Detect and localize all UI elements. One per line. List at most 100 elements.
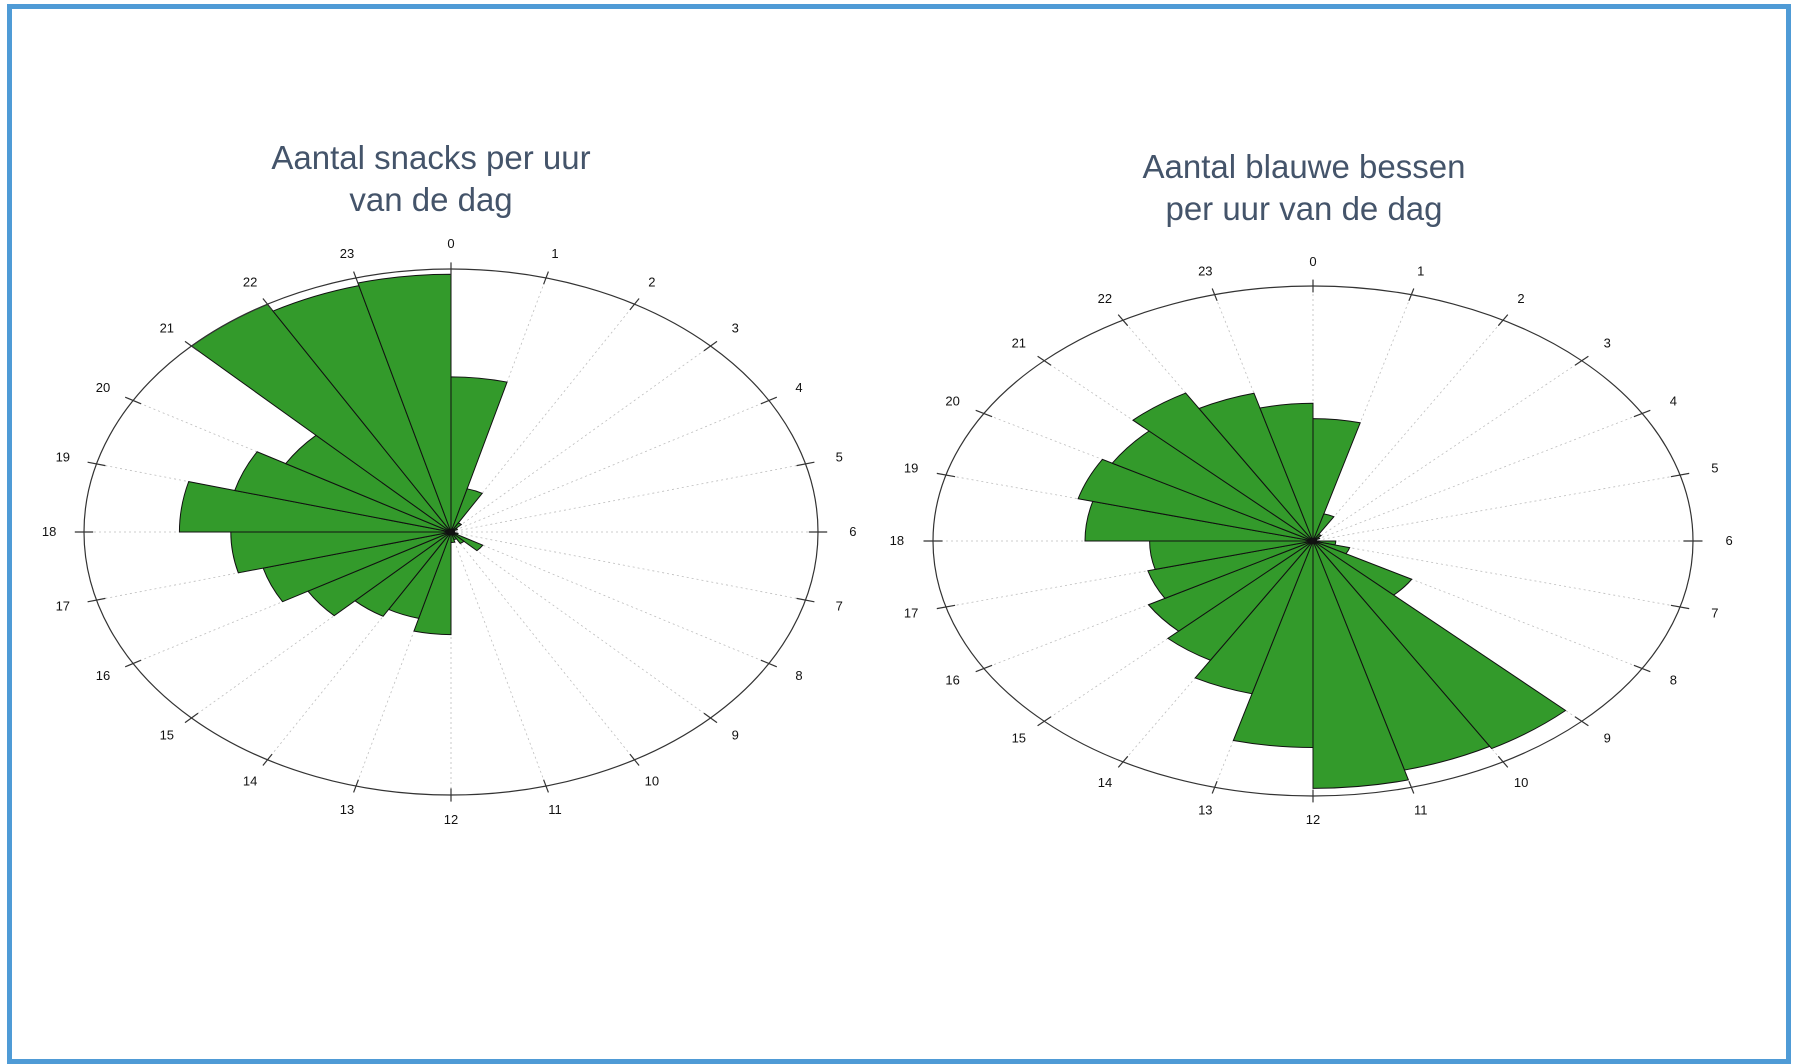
chart-title-snacks: Aantal snacks per uur van de dag bbox=[271, 139, 591, 218]
hour-label-4: 4 bbox=[795, 380, 802, 395]
hour-tick bbox=[1037, 716, 1052, 727]
grid-spoke bbox=[1312, 294, 1412, 542]
hour-label-5: 5 bbox=[1711, 461, 1718, 476]
hour-label-5: 5 bbox=[836, 450, 843, 465]
hour-tick bbox=[262, 753, 273, 766]
hour-tick bbox=[1211, 288, 1218, 302]
hour-tick bbox=[184, 712, 199, 724]
grid-spoke bbox=[450, 400, 769, 533]
hour-label-14: 14 bbox=[1098, 775, 1112, 790]
grid-spoke bbox=[450, 345, 711, 533]
hour-label-18: 18 bbox=[890, 533, 904, 548]
hour-label-2: 2 bbox=[648, 275, 655, 290]
hour-label-21: 21 bbox=[1012, 336, 1026, 351]
rose-bar-hour-9 bbox=[1312, 540, 1567, 750]
hour-label-2: 2 bbox=[1517, 291, 1524, 306]
hour-tick bbox=[1117, 755, 1129, 768]
center-point bbox=[1310, 538, 1316, 544]
hour-tick bbox=[353, 271, 359, 285]
hour-label-3: 3 bbox=[732, 320, 739, 335]
hour-tick bbox=[629, 298, 640, 311]
hour-label-6: 6 bbox=[849, 524, 856, 539]
hour-label-8: 8 bbox=[1670, 673, 1677, 688]
hour-tick bbox=[1037, 355, 1052, 366]
hour-tick bbox=[760, 396, 778, 405]
hour-label-3: 3 bbox=[1604, 336, 1611, 351]
hour-label-9: 9 bbox=[732, 728, 739, 743]
rose-bar-hour-19 bbox=[1077, 458, 1314, 542]
grid-spoke bbox=[945, 540, 1314, 608]
grid-spoke bbox=[1312, 360, 1582, 542]
hour-label-23: 23 bbox=[340, 246, 354, 261]
hour-label-12: 12 bbox=[1306, 812, 1320, 827]
grid-spoke bbox=[1312, 540, 1643, 669]
hour-tick bbox=[1670, 604, 1690, 610]
hour-label-20: 20 bbox=[945, 393, 959, 408]
hour-tick bbox=[975, 664, 993, 673]
rose-bar-hour-21 bbox=[1132, 392, 1314, 542]
hour-label-7: 7 bbox=[1711, 605, 1718, 620]
hour-tick bbox=[703, 340, 718, 352]
grid-spoke bbox=[450, 531, 635, 761]
hour-tick bbox=[1633, 409, 1651, 418]
grid-spoke bbox=[450, 531, 711, 719]
hour-label-1: 1 bbox=[551, 246, 558, 261]
hour-label-13: 13 bbox=[340, 802, 354, 817]
hour-label-23: 23 bbox=[1198, 263, 1212, 278]
hour-label-9: 9 bbox=[1604, 730, 1611, 745]
hour-label-4: 4 bbox=[1670, 393, 1677, 408]
hour-label-11: 11 bbox=[1414, 803, 1428, 818]
grid-spoke bbox=[450, 531, 806, 601]
grid-spoke bbox=[1312, 540, 1681, 608]
hour-label-19: 19 bbox=[56, 450, 70, 465]
hour-tick bbox=[184, 340, 199, 352]
hour-label-10: 10 bbox=[645, 773, 659, 788]
grid-spoke bbox=[1214, 294, 1314, 542]
hour-tick bbox=[1408, 780, 1415, 794]
hour-label-7: 7 bbox=[836, 599, 843, 614]
grid-spoke bbox=[1312, 413, 1643, 542]
rose-bar-hour-16 bbox=[1147, 540, 1314, 599]
grid-spoke bbox=[267, 531, 452, 761]
hour-label-1: 1 bbox=[1417, 263, 1424, 278]
hour-label-21: 21 bbox=[160, 320, 174, 335]
hour-tick bbox=[1497, 755, 1509, 768]
grid-spoke bbox=[450, 463, 806, 533]
hour-tick bbox=[543, 779, 549, 793]
hour-label-17: 17 bbox=[904, 605, 918, 620]
rose-bar-hour-13 bbox=[1194, 540, 1314, 695]
hour-label-12: 12 bbox=[444, 812, 458, 827]
hour-label-0: 0 bbox=[1309, 254, 1316, 269]
hour-tick bbox=[629, 753, 640, 766]
hour-tick bbox=[1408, 288, 1415, 302]
rose-bar-hour-12 bbox=[1232, 540, 1314, 749]
grid-spoke bbox=[1312, 319, 1504, 542]
hour-label-16: 16 bbox=[96, 668, 110, 683]
grid-spoke bbox=[450, 303, 635, 533]
grid-spoke bbox=[191, 531, 452, 719]
hour-label-15: 15 bbox=[1012, 730, 1026, 745]
hour-label-19: 19 bbox=[904, 461, 918, 476]
hour-label-17: 17 bbox=[56, 599, 70, 614]
hour-tick bbox=[936, 604, 956, 610]
hour-tick bbox=[1574, 716, 1589, 727]
hour-tick bbox=[543, 271, 549, 285]
hour-label-10: 10 bbox=[1514, 775, 1528, 790]
hour-tick bbox=[936, 472, 956, 478]
hour-label-22: 22 bbox=[243, 275, 257, 290]
hour-tick bbox=[124, 396, 142, 405]
hour-tick bbox=[353, 779, 359, 793]
center-point bbox=[448, 529, 454, 535]
hour-label-0: 0 bbox=[447, 236, 454, 251]
rose-bar-hour-22 bbox=[1198, 392, 1314, 542]
rose-bar-hour-11 bbox=[1312, 540, 1410, 789]
hour-label-11: 11 bbox=[548, 802, 562, 817]
hour-tick bbox=[1574, 355, 1589, 366]
hour-label-6: 6 bbox=[1725, 533, 1732, 548]
hour-tick bbox=[1670, 472, 1690, 478]
hour-label-22: 22 bbox=[1098, 291, 1112, 306]
hour-tick bbox=[1633, 664, 1651, 673]
hour-label-16: 16 bbox=[945, 673, 959, 688]
